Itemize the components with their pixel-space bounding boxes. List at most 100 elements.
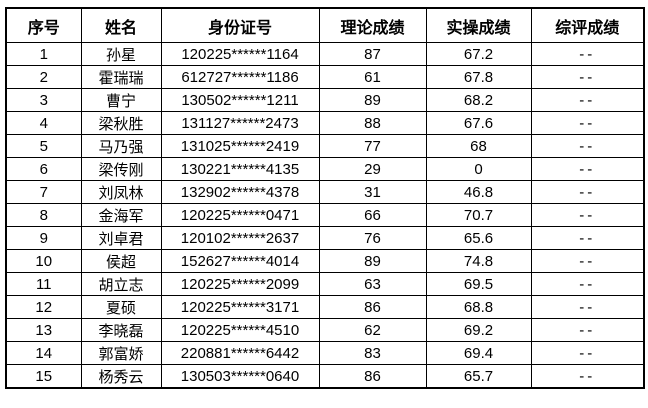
table-row: 4 梁秋胜 131127******2473 88 67.6 -- (5, 111, 645, 135)
cell-practical-score: 67.8 (425, 65, 532, 89)
cell-name: 夏硕 (80, 295, 162, 319)
cell-theory-score: 31 (318, 180, 427, 204)
cell-name: 刘卓君 (80, 226, 162, 250)
cell-index: 6 (5, 157, 82, 181)
cell-id-number: 220881******6442 (160, 341, 320, 365)
cell-composite-score: -- (530, 341, 645, 365)
cell-practical-score: 67.2 (425, 42, 532, 66)
cell-theory-score: 87 (318, 42, 427, 66)
cell-composite-score: -- (530, 318, 645, 342)
cell-id-number: 131025******2419 (160, 134, 320, 158)
cell-index: 3 (5, 88, 82, 112)
cell-theory-score: 62 (318, 318, 427, 342)
cell-index: 4 (5, 111, 82, 135)
cell-name: 梁秋胜 (80, 111, 162, 135)
cell-index: 10 (5, 249, 82, 273)
cell-name: 霍瑞瑞 (80, 65, 162, 89)
table-row: 14 郭富娇 220881******6442 83 69.4 -- (5, 341, 645, 365)
table-body: 1 孙星 120225******1164 87 67.2 -- 2 霍瑞瑞 612727***… (5, 42, 645, 389)
cell-theory-score: 76 (318, 226, 427, 250)
cell-index: 1 (5, 42, 82, 66)
cell-id-number: 130503******0640 (160, 364, 320, 389)
cell-practical-score: 68.8 (425, 295, 532, 319)
cell-name: 杨秀云 (80, 364, 162, 389)
table-row: 11 胡立志 120225******2099 63 69.5 -- (5, 272, 645, 296)
cell-index: 15 (5, 364, 82, 389)
header-id-number: 身份证号 (160, 7, 320, 43)
cell-practical-score: 65.7 (425, 364, 532, 389)
cell-theory-score: 88 (318, 111, 427, 135)
cell-index: 7 (5, 180, 82, 204)
cell-practical-score: 69.4 (425, 341, 532, 365)
cell-theory-score: 86 (318, 295, 427, 319)
cell-index: 2 (5, 65, 82, 89)
table-row: 2 霍瑞瑞 612727******1186 61 67.8 -- (5, 65, 645, 89)
cell-name: 郭富娇 (80, 341, 162, 365)
cell-name: 马乃强 (80, 134, 162, 158)
header-name: 姓名 (80, 7, 162, 43)
cell-name: 李晓磊 (80, 318, 162, 342)
cell-practical-score: 67.6 (425, 111, 532, 135)
cell-composite-score: -- (530, 203, 645, 227)
cell-theory-score: 61 (318, 65, 427, 89)
cell-practical-score: 69.5 (425, 272, 532, 296)
cell-name: 金海军 (80, 203, 162, 227)
header-composite-score: 综评成绩 (530, 7, 645, 43)
table-row: 12 夏硕 120225******3171 86 68.8 -- (5, 295, 645, 319)
cell-composite-score: -- (530, 226, 645, 250)
cell-id-number: 131127******2473 (160, 111, 320, 135)
cell-index: 9 (5, 226, 82, 250)
cell-id-number: 120102******2637 (160, 226, 320, 250)
table-row: 3 曹宁 130502******1211 89 68.2 -- (5, 88, 645, 112)
cell-theory-score: 83 (318, 341, 427, 365)
cell-composite-score: -- (530, 42, 645, 66)
cell-name: 胡立志 (80, 272, 162, 296)
table-row: 13 李晓磊 120225******4510 62 69.2 -- (5, 318, 645, 342)
cell-theory-score: 66 (318, 203, 427, 227)
cell-practical-score: 74.8 (425, 249, 532, 273)
cell-practical-score: 70.7 (425, 203, 532, 227)
cell-practical-score: 65.6 (425, 226, 532, 250)
cell-composite-score: -- (530, 65, 645, 89)
cell-id-number: 120225******3171 (160, 295, 320, 319)
table-row: 15 杨秀云 130503******0640 86 65.7 -- (5, 364, 645, 389)
header-practical-score: 实操成绩 (425, 7, 532, 43)
cell-id-number: 132902******4378 (160, 180, 320, 204)
cell-composite-score: -- (530, 111, 645, 135)
table-row: 5 马乃强 131025******2419 77 68 -- (5, 134, 645, 158)
cell-id-number: 130221******4135 (160, 157, 320, 181)
cell-composite-score: -- (530, 295, 645, 319)
cell-composite-score: -- (530, 180, 645, 204)
cell-index: 11 (5, 272, 82, 296)
table-row: 9 刘卓君 120102******2637 76 65.6 -- (5, 226, 645, 250)
cell-id-number: 152627******4014 (160, 249, 320, 273)
cell-composite-score: -- (530, 157, 645, 181)
cell-composite-score: -- (530, 88, 645, 112)
cell-name: 孙星 (80, 42, 162, 66)
cell-index: 8 (5, 203, 82, 227)
cell-theory-score: 29 (318, 157, 427, 181)
cell-index: 13 (5, 318, 82, 342)
table-row: 7 刘凤林 132902******4378 31 46.8 -- (5, 180, 645, 204)
cell-theory-score: 77 (318, 134, 427, 158)
cell-name: 刘凤林 (80, 180, 162, 204)
cell-name: 梁传刚 (80, 157, 162, 181)
cell-id-number: 612727******1186 (160, 65, 320, 89)
cell-name: 曹宁 (80, 88, 162, 112)
cell-composite-score: -- (530, 272, 645, 296)
header-theory-score: 理论成绩 (318, 7, 427, 43)
cell-composite-score: -- (530, 364, 645, 389)
cell-composite-score: -- (530, 134, 645, 158)
cell-id-number: 120225******1164 (160, 42, 320, 66)
cell-practical-score: 68 (425, 134, 532, 158)
table-row: 6 梁传刚 130221******4135 29 0 -- (5, 157, 645, 181)
table-row: 8 金海军 120225******0471 66 70.7 -- (5, 203, 645, 227)
cell-index: 14 (5, 341, 82, 365)
cell-theory-score: 63 (318, 272, 427, 296)
table-row: 1 孙星 120225******1164 87 67.2 -- (5, 42, 645, 66)
cell-id-number: 120225******2099 (160, 272, 320, 296)
cell-name: 侯超 (80, 249, 162, 273)
cell-index: 5 (5, 134, 82, 158)
header-index: 序号 (5, 7, 82, 43)
cell-index: 12 (5, 295, 82, 319)
